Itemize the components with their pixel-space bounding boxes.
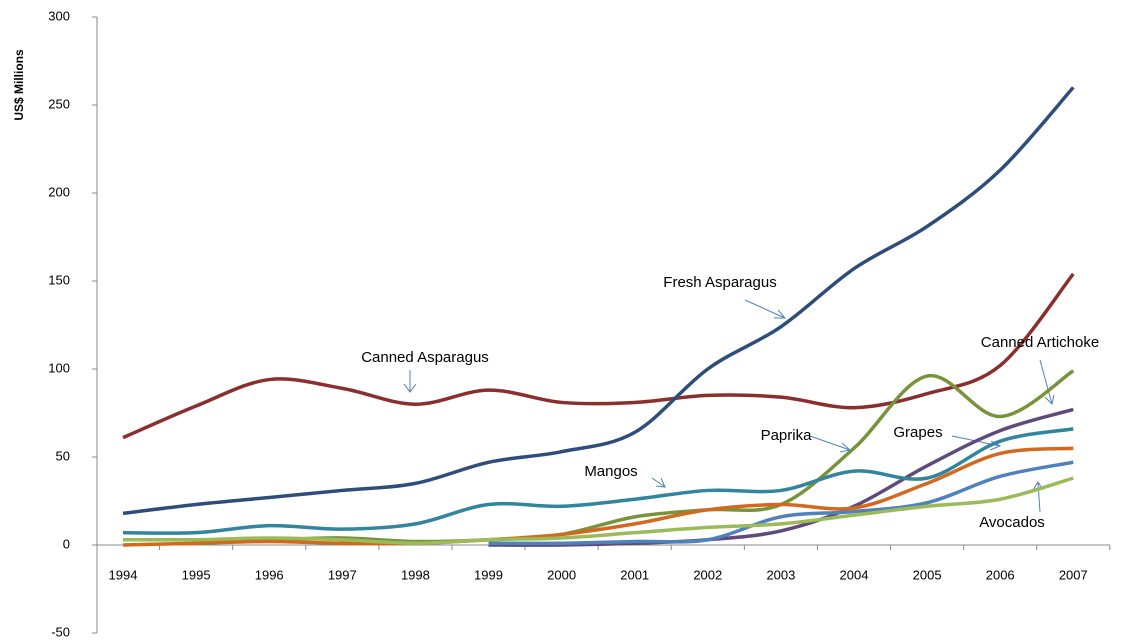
x-tick-label: 1999 [474,567,503,582]
series-line [122,272,1075,440]
x-tick-label: 2005 [913,567,942,582]
annotation: Fresh Asparagus [663,274,776,291]
annotation: Paprika [761,427,813,444]
x-tick-label: 2001 [620,567,649,582]
y-tick-label: 50 [56,448,70,463]
x-tick-label: 1994 [109,567,138,582]
series-line [122,476,1074,545]
x-tick-label: 2006 [986,567,1015,582]
y-tick-label: 300 [48,8,70,23]
y-tick-label: 100 [48,360,70,375]
series-line [488,407,1074,547]
annotation: Avocados [979,514,1045,531]
y-axis-label: US$ Millions [12,49,26,121]
series-line [123,369,1075,544]
x-tick-label: 1997 [328,567,357,582]
x-tick-label: 1996 [255,567,284,582]
x-tick-label: 2000 [547,567,576,582]
x-tick-label: 2004 [840,567,869,582]
x-tick-label: 2002 [693,567,722,582]
annotation: Canned Asparagus [361,349,489,366]
annotation: Grapes [893,424,942,441]
series-line [122,446,1074,547]
y-tick-label: 150 [48,272,70,287]
x-tick-label: 2007 [1059,567,1088,582]
y-tick-label: 0 [63,536,70,551]
series-line [488,460,1074,546]
series-line [122,86,1075,516]
y-tick-label: 250 [48,96,70,111]
x-tick-label: 1998 [401,567,430,582]
arrows [403,299,1055,513]
x-tick-label: 1995 [182,567,211,582]
annotation: Mangos [584,463,637,480]
y-tick-label: -50 [51,624,70,639]
y-tick-label: 200 [48,184,70,199]
annotation: Canned Artichoke [981,334,1099,351]
series-line [122,427,1074,535]
x-tick-label: 2003 [766,567,795,582]
